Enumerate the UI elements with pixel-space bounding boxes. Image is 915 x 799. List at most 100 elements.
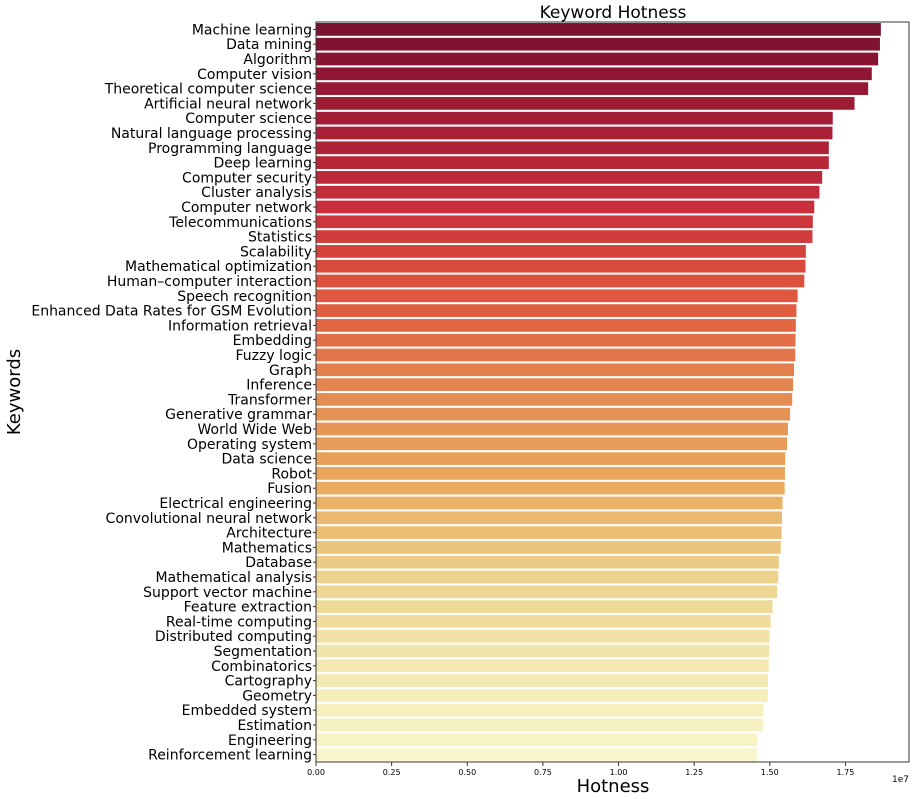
y-tick-label: Natural language processing — [111, 126, 312, 142]
bar — [316, 348, 796, 362]
y-tick-label: Operating system — [187, 437, 312, 453]
x-tick-label: 0.25 — [383, 768, 401, 777]
y-axis-label: Keywords — [4, 349, 25, 435]
bar — [316, 644, 770, 658]
bar — [316, 526, 782, 539]
y-tick-label: Computer network — [181, 200, 313, 216]
bar — [316, 570, 779, 584]
bar — [316, 689, 768, 702]
y-tick-label: Data mining — [226, 37, 312, 53]
y-tick-label: Mathematics — [222, 540, 312, 556]
y-tick-label: Statistics — [248, 230, 312, 246]
bar — [316, 215, 813, 229]
bar — [316, 23, 881, 36]
bar — [316, 378, 794, 391]
bar — [316, 111, 833, 125]
bar — [316, 245, 806, 258]
y-tick-label: Information retrieval — [168, 318, 312, 334]
y-tick-label: Theoretical computer science — [104, 82, 312, 98]
bar — [316, 555, 779, 569]
bar — [316, 319, 796, 332]
bar — [316, 289, 798, 303]
bar — [316, 274, 805, 288]
chart-title: Keyword Hotness — [540, 3, 687, 23]
bar — [316, 82, 869, 95]
y-tick-label: Enhanced Data Rates for GSM Evolution — [31, 304, 312, 320]
bar — [316, 52, 879, 66]
bar — [316, 496, 783, 510]
bar — [316, 629, 770, 643]
y-tick-label: Mathematical optimization — [125, 259, 312, 275]
x-tick-label: 1.00 — [610, 768, 628, 777]
bar — [316, 393, 793, 406]
bar — [316, 511, 782, 525]
y-tick-label: Scalability — [240, 244, 312, 260]
x-tick-label: 0.50 — [458, 768, 476, 777]
y-tick-label: Fusion — [267, 481, 312, 497]
y-tick-label: Geometry — [242, 688, 312, 704]
bar — [316, 141, 829, 155]
y-tick-label: Human–computer interaction — [107, 274, 312, 290]
bar — [316, 363, 795, 377]
bar — [316, 600, 773, 613]
bar — [316, 67, 872, 81]
x-tick-label: 0.75 — [534, 768, 552, 777]
bar — [316, 200, 815, 214]
bar — [316, 718, 763, 732]
y-tick-label: Fuzzy logic — [235, 348, 312, 364]
y-tick-label: Convolutional neural network — [106, 511, 313, 527]
y-tick-label: Segmentation — [214, 644, 312, 660]
bar — [316, 422, 788, 436]
y-tick-label: Architecture — [226, 526, 312, 542]
bar — [316, 585, 778, 599]
bar — [316, 185, 820, 199]
bar — [316, 541, 781, 554]
y-tick-label: Machine learning — [192, 22, 312, 38]
y-tick-label: Programming language — [148, 141, 312, 157]
y-tick-label: Speech recognition — [177, 289, 312, 305]
y-tick-label: Computer vision — [197, 67, 312, 83]
x-tick-label: 1.75 — [837, 768, 855, 777]
y-tick-label: Cartography — [225, 674, 312, 690]
bar — [316, 97, 855, 110]
bar — [316, 481, 785, 495]
bar — [316, 126, 833, 140]
bar — [316, 37, 880, 51]
y-tick-label: Algorithm — [243, 52, 312, 68]
y-tick-label: Telecommunications — [168, 215, 312, 231]
y-tick-label: Data science — [221, 452, 312, 468]
y-tick-label: Mathematical analysis — [155, 570, 312, 586]
y-tick-label: Reinforcement learning — [148, 748, 312, 764]
bar — [316, 333, 796, 347]
bar — [316, 615, 771, 628]
y-tick-label: World Wide Web — [198, 422, 313, 438]
bar — [316, 733, 758, 747]
y-tick-label: Graph — [269, 363, 312, 379]
y-tick-label: Electrical engineering — [159, 496, 312, 512]
bar — [316, 230, 813, 243]
y-tick-label: Cluster analysis — [201, 185, 312, 201]
y-tick-label: Real-time computing — [166, 614, 312, 630]
x-axis-label: Hotness — [577, 776, 650, 797]
y-tick-label: Embedded system — [182, 703, 312, 719]
y-tick-label: Embedding — [233, 333, 312, 349]
y-tick-label: Transformer — [227, 392, 312, 408]
y-tick-label: Estimation — [237, 718, 312, 734]
y-tick-label: Generative grammar — [165, 407, 312, 423]
bar — [316, 304, 797, 317]
y-tick-label: Robot — [271, 466, 312, 482]
bar — [316, 748, 758, 761]
y-tick-label: Inference — [246, 378, 312, 394]
x-tick-label: 1.25 — [685, 768, 703, 777]
y-tick-label: Computer science — [185, 111, 312, 127]
x-tick-label: 1.50 — [761, 768, 779, 777]
y-tick-label: Combinatorics — [211, 659, 312, 675]
y-tick-label: Engineering — [228, 733, 312, 749]
y-tick-label: Computer security — [182, 170, 312, 186]
y-tick-label: Database — [245, 555, 312, 571]
bar — [316, 437, 788, 451]
plot-frame — [315, 21, 910, 763]
y-tick-label: Support vector machine — [143, 585, 312, 601]
bar — [316, 674, 769, 687]
